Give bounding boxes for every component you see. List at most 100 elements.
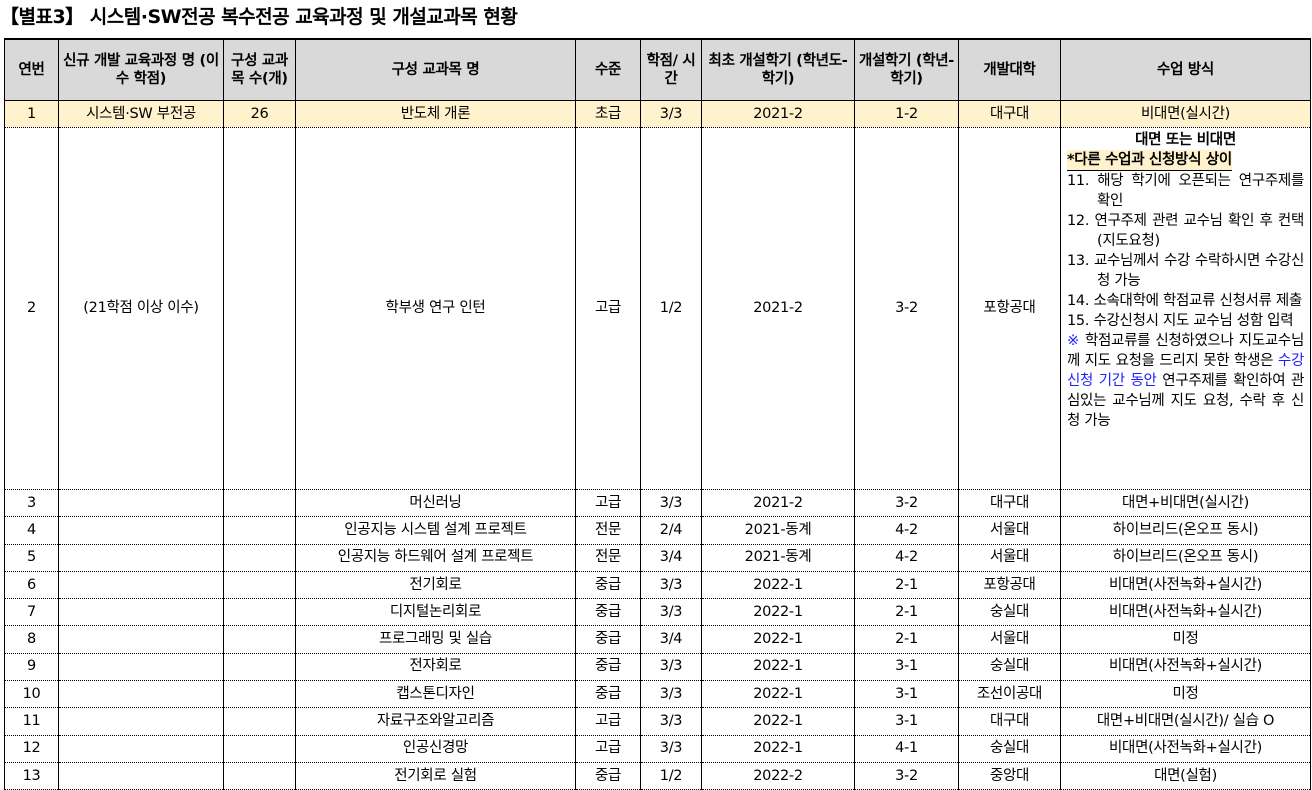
cell-level: 고급 [575,707,641,736]
cell-semester: 1-2 [854,100,959,128]
cell-subject: 인공지능 하드웨어 설계 프로젝트 [295,543,576,572]
cell-no: 7 [4,598,59,627]
cell-count [223,127,296,490]
cell-method: 비대면(사전녹화+실시간) [1060,598,1311,627]
table-row: 4 인공지능 시스템 설계 프로젝트 전문 2/4 2021-동계 4-2 서울대 하이브리드… [4,516,1311,545]
cell-course-credits: (21학점 이상 이수) [58,127,224,490]
header-university: 개발대학 [958,38,1061,101]
header-semester: 개설학기 (학년-학기) [854,38,959,101]
cell-first-semester: 2022-1 [701,625,855,654]
cell-credit: 3/3 [640,598,702,627]
cell-university: 숭실대 [958,652,1061,682]
cell-no: 8 [4,625,59,654]
cell-course [58,516,224,545]
cell-no: 2 [4,127,59,490]
cell-first-semester: 2022-1 [701,680,855,709]
cell-count [223,516,296,545]
cell-level: 전문 [575,516,641,545]
cell-level: 고급 [575,734,641,763]
cell-subject: 자료구조와알고리즘 [295,707,576,736]
cell-university: 포항공대 [958,127,1061,490]
cell-no: 3 [4,488,59,518]
table-row: 5 인공지능 하드웨어 설계 프로젝트 전문 3/4 2021-동계 4-2 서울대 하이브리… [4,543,1311,572]
cell-no: 4 [4,516,59,545]
tail-text: 연구주제를 확인하여 관심있는 교수님께 지도 요청, 수락 후 신청 가능 [1067,373,1305,429]
cell-credit: 2/4 [640,516,702,545]
cell-credit: 3/4 [640,625,702,654]
cell-semester: 3-2 [854,488,959,518]
cell-university: 서울대 [958,516,1061,545]
cell-first-semester: 2022-1 [701,570,855,600]
cell-subject: 디지털논리회로 [295,598,576,627]
cell-first-semester: 2022-1 [701,707,855,736]
cell-credit: 3/3 [640,707,702,736]
cell-credit: 1/2 [640,761,702,790]
cell-semester: 3-1 [854,680,959,709]
cell-university: 중앙대 [958,761,1061,790]
cell-subject: 전기회로 [295,570,576,600]
cell-credit: 3/3 [640,680,702,709]
cell-first-semester: 2021-동계 [701,543,855,572]
method-step: 13. 교수님께서 수강 수락하시면 수강신청 가능 [1067,253,1304,289]
header-course: 신규 개발 교육과정 명 (이수 학점) [58,38,224,101]
cell-count [223,625,296,654]
cell-method: 대면+비대면(실시간)/ 실습 O [1060,707,1311,736]
cell-subject: 캡스톤디자인 [295,680,576,709]
header-row: 연번 신규 개발 교육과정 명 (이수 학점) 구성 교과목 수(개) 구성 교… [4,38,1311,101]
cell-credit: 3/4 [640,543,702,572]
cell-credit: 3/3 [640,570,702,600]
cell-method: 하이브리드(온오프 동시) [1060,516,1311,545]
method-step: 11. 해당 학기에 오픈되는 연구주제를 확인 [1067,173,1304,209]
cell-no: 12 [4,734,59,763]
cell-count [223,761,296,790]
cell-credit: 3/3 [640,652,702,682]
cell-credit: 3/3 [640,100,702,128]
cell-no: 13 [4,761,59,790]
method-title: 대면 또는 비대면 [1135,132,1236,148]
cell-course [58,543,224,572]
reference-mark-icon: ※ [1067,333,1080,349]
cell-method: 비대면(사전녹화+실시간) [1060,652,1311,682]
cell-subject: 프로그래밍 및 실습 [295,625,576,654]
cell-level: 초급 [575,100,641,128]
cell-method: 비대면(실시간) [1060,100,1311,128]
cell-semester: 4-2 [854,516,959,545]
cell-subject: 반도체 개론 [295,100,576,128]
method-tail-note: ※ 학점교류를 신청하였으나 지도교수님께 지도 요청을 드리지 못한 학생은 … [1067,331,1304,431]
cell-university: 대구대 [958,707,1061,736]
table-row: 1 시스템·SW 부전공 26 반도체 개론 초급 3/3 2021-2 1-2… [4,100,1311,128]
cell-count [223,707,296,736]
method-step: 15. 수강신청시 지도 교수님 성함 입력 [1067,313,1294,329]
cell-course [58,707,224,736]
cell-semester: 3-1 [854,652,959,682]
header-count: 구성 교과목 수(개) [223,38,296,101]
cell-method: 미정 [1060,680,1311,709]
cell-university: 조선이공대 [958,680,1061,709]
cell-university: 서울대 [958,625,1061,654]
cell-semester: 3-1 [854,707,959,736]
method-step: 12. 연구주제 관련 교수님 확인 후 컨택(지도요청) [1067,213,1304,249]
cell-semester: 4-2 [854,543,959,572]
cell-level: 중급 [575,680,641,709]
cell-count: 26 [223,100,296,128]
cell-method: 대면(실험) [1060,761,1311,790]
cell-course [58,734,224,763]
tail-text: 학점교류를 신청하였으나 지도교수님께 지도 요청을 드리지 못한 학생은 [1067,333,1304,369]
cell-count [223,488,296,518]
document-title: 【별표3】 시스템·SW전공 복수전공 교육과정 및 개설교과목 현황 [0,6,518,28]
cell-course [58,625,224,654]
cell-first-semester: 2021-2 [701,100,855,128]
table-row: 9 전자회로 중급 3/3 2022-1 3-1 숭실대 비대면(사전녹화+실시간) [4,652,1311,682]
cell-method: 미정 [1060,625,1311,654]
cell-semester: 2-1 [854,570,959,600]
cell-level: 전문 [575,543,641,572]
cell-level: 고급 [575,127,641,490]
table-row: 10 캡스톤디자인 중급 3/3 2022-1 3-1 조선이공대 미정 [4,680,1311,709]
cell-method: 대면+비대면(실시간) [1060,488,1311,518]
method-step: 14. 소속대학에 학점교류 신청서류 제출 [1067,293,1302,309]
cell-subject: 인공신경망 [295,734,576,763]
cell-university: 대구대 [958,488,1061,518]
cell-first-semester: 2021-2 [701,488,855,518]
table-row: 3 머신러닝 고급 3/3 2021-2 3-2 대구대 대면+비대면(실시간) [4,488,1311,518]
cell-first-semester: 2022-1 [701,652,855,682]
